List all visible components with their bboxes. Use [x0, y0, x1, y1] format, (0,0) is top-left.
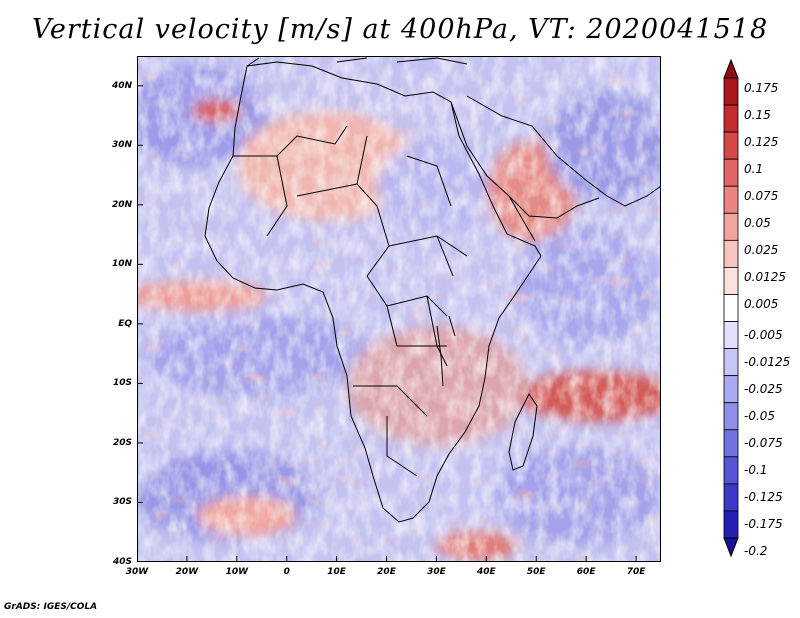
colorbar-label: 0.025 [744, 243, 779, 258]
colorbar-label: -0.175 [744, 516, 783, 531]
colorbar-label: -0.0125 [744, 354, 791, 369]
lon-label: 30E [427, 567, 446, 577]
colorbar-segment [723, 212, 739, 241]
colorbar-segment [723, 267, 739, 295]
coastlines-and-borders [204, 57, 661, 523]
lat-label: 10S [112, 378, 132, 389]
colorbar-label: 0.125 [744, 135, 779, 150]
colorbar-segment [723, 321, 739, 349]
colorbar-label: 0.1 [744, 162, 764, 177]
colorbar-segment [723, 402, 739, 431]
colorbar-segment [723, 77, 739, 106]
colorbar-label: -0.075 [744, 435, 783, 450]
lat-label: 30N [111, 140, 132, 151]
colorbar-label: 0.0125 [744, 270, 786, 285]
lon-label: 70E [626, 567, 646, 577]
grads-credit: GrADS: IGES/COLA [4, 602, 98, 612]
lon-label: 10W [225, 567, 249, 577]
lat-label: 40S [112, 557, 132, 567]
colorbar-bottom-arrow [723, 537, 739, 558]
colorbar [723, 58, 739, 558]
colorbar-segment [723, 375, 739, 404]
great-lakes [436, 315, 456, 387]
lon-label: 50E [526, 567, 546, 577]
axis-ticks [137, 85, 637, 562]
colorbar-segment [723, 104, 739, 133]
lon-label: 40E [476, 567, 496, 577]
map-border [137, 56, 661, 562]
lon-label: 0 [283, 567, 290, 577]
colorbar-label: -0.05 [744, 408, 776, 423]
colorbar-label: 0.175 [744, 81, 779, 95]
colorbar-segment [723, 510, 739, 539]
lat-label: 20S [112, 437, 132, 448]
chart-title: Vertical velocity [m/s] at 400hPa, VT: 2… [31, 14, 769, 45]
lat-label: 20N [111, 199, 132, 210]
borders-west [233, 125, 468, 477]
colorbar-label: 0.15 [744, 108, 771, 123]
colorbar-segment [723, 185, 739, 214]
lat-label: 10N [111, 259, 132, 270]
vertical-velocity-map [137, 56, 661, 562]
colorbar-label: 0.075 [744, 189, 779, 204]
lat-label: 30S [112, 497, 132, 508]
colorbar-label: -0.1 [744, 462, 768, 477]
madagascar [508, 393, 538, 471]
lon-label: 20W [175, 567, 199, 577]
colorbar-segment [723, 483, 739, 512]
red-sea [450, 101, 536, 242]
africa-coastline [204, 61, 542, 523]
lat-label: 40N [111, 80, 132, 91]
lon-label: 10E [327, 567, 346, 577]
colorbar-segment [723, 456, 739, 485]
colorbar-segment [723, 348, 739, 377]
colorbar-label: -0.125 [744, 489, 783, 504]
colorbar-segment [723, 429, 739, 458]
colorbar-segment [723, 239, 739, 268]
arabia [466, 95, 661, 207]
colorbar-label: -0.005 [744, 327, 783, 342]
mediterranean-north [246, 57, 468, 67]
lon-label: 20E [377, 567, 396, 577]
colorbar-segment [723, 294, 739, 322]
lat-label: EQ [118, 318, 132, 329]
colorbar-label: -0.2 [744, 544, 768, 558]
colorbar-label: 0.05 [744, 216, 771, 231]
lon-label: 30W [125, 567, 149, 577]
colorbar-segment [723, 158, 739, 187]
colorbar-label: 0.005 [744, 297, 779, 312]
arabia-south [508, 195, 600, 219]
colorbar-label: -0.025 [744, 381, 783, 396]
colorbar-top-arrow [723, 58, 739, 79]
lon-label: 60E [576, 567, 596, 577]
colorbar-segment [723, 131, 739, 160]
